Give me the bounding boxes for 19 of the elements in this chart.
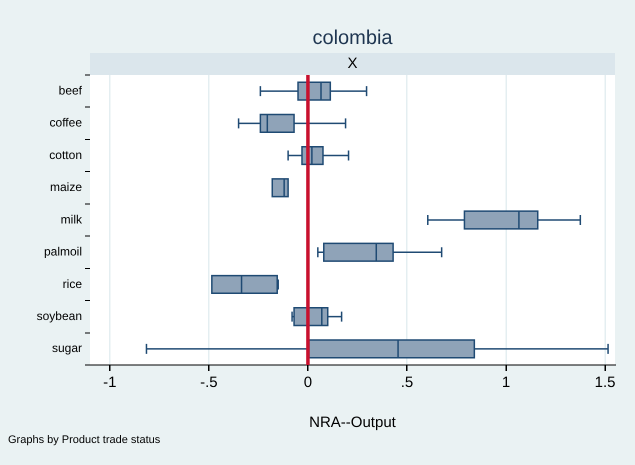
x-tick-label: .5 [400,374,414,392]
y-tick-label: sugar [52,341,82,356]
y-tick-label: coffee [50,116,82,130]
chart-title: colombia [311,27,394,50]
x-tick-label: -1 [103,374,116,392]
x-axis-title: NRA--Output [308,414,397,431]
x-tick-label: 0 [304,374,312,392]
text: Graphs by Product trade status [8,434,160,446]
y-tick-label: maize [50,180,82,194]
y-tick-label: cotton [49,148,82,162]
y-tick-label: beef [58,83,83,98]
x-tick-label: 1.5 [594,374,616,392]
chart-subtitle: X [90,53,615,75]
y-tick-label: palmoil [44,244,82,259]
y-tick-label: rice [62,276,82,291]
x-tick-label: -.5 [200,374,218,392]
x-tick-label: 1 [502,374,510,392]
y-tick-label: soybean [36,308,82,323]
y-tick-label: milk [60,212,83,226]
